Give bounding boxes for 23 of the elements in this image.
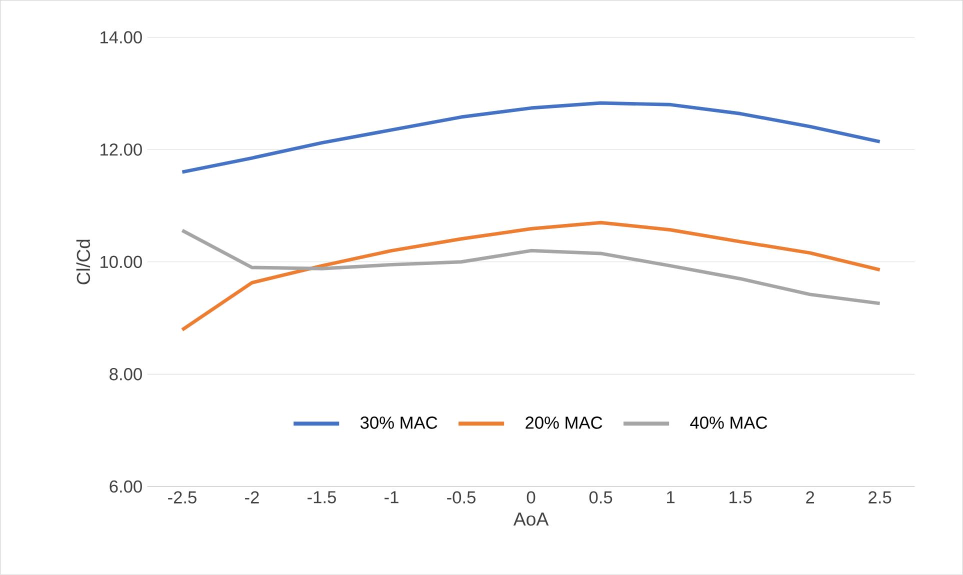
y-tick-label: 12.00	[100, 144, 142, 156]
legend-label: 20% MAC	[526, 416, 602, 429]
line-series	[180, 220, 882, 332]
y-tick-label: 6.00	[110, 480, 142, 493]
legend-label: 30% MAC	[360, 416, 438, 429]
x-tick-label: -2	[245, 491, 259, 504]
y-axis-title: Cl/Cd	[76, 240, 90, 284]
line-series	[180, 228, 882, 306]
x-tick-label: 1.5	[730, 491, 752, 504]
x-tick-label: 2.5	[868, 491, 892, 504]
x-tick-label: 0.5	[589, 491, 612, 504]
x-tick-label: 2	[806, 491, 814, 504]
legend-label: 40% MAC	[690, 416, 768, 429]
y-tick-label: 8.00	[110, 368, 142, 380]
x-tick-label: -0.5	[447, 491, 476, 504]
x-axis-title: AoA	[513, 512, 549, 526]
x-tick-label: -1	[384, 491, 398, 504]
x-tick-label: -1.5	[308, 491, 336, 504]
x-tick-label: 0	[526, 491, 536, 504]
y-tick-label: 10.00	[100, 256, 142, 268]
x-tick-label: 1	[667, 491, 675, 504]
x-tick-label: -2.5	[168, 491, 196, 504]
y-tick-label: 14.00	[100, 31, 142, 44]
